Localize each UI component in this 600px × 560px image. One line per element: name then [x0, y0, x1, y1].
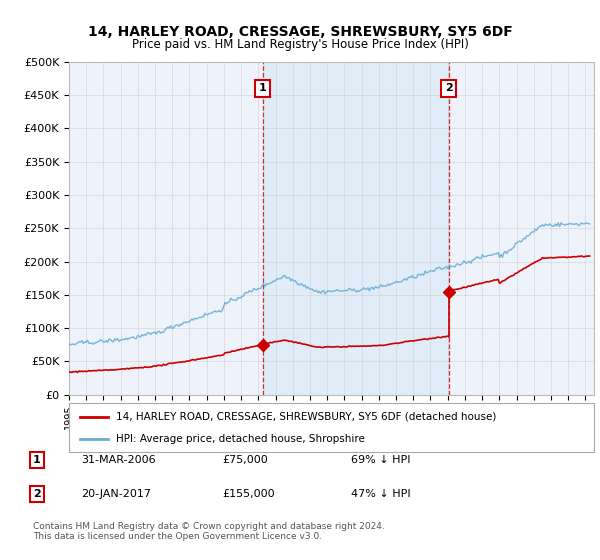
Text: 2: 2	[445, 83, 452, 94]
Text: 14, HARLEY ROAD, CRESSAGE, SHREWSBURY, SY5 6DF (detached house): 14, HARLEY ROAD, CRESSAGE, SHREWSBURY, S…	[116, 412, 497, 422]
Bar	[263, 62, 449, 395]
Text: 69% ↓ HPI: 69% ↓ HPI	[351, 455, 410, 465]
Text: £75,000: £75,000	[222, 455, 268, 465]
Text: 31-MAR-2006: 31-MAR-2006	[81, 455, 155, 465]
Text: Contains HM Land Registry data © Crown copyright and database right 2024.
This d: Contains HM Land Registry data © Crown c…	[33, 522, 385, 542]
Text: 14, HARLEY ROAD, CRESSAGE, SHREWSBURY, SY5 6DF: 14, HARLEY ROAD, CRESSAGE, SHREWSBURY, S…	[88, 25, 512, 39]
Text: 20-JAN-2017: 20-JAN-2017	[81, 489, 151, 499]
Text: £155,000: £155,000	[222, 489, 275, 499]
Text: 2: 2	[33, 489, 41, 499]
Text: Price paid vs. HM Land Registry's House Price Index (HPI): Price paid vs. HM Land Registry's House …	[131, 38, 469, 51]
Text: 1: 1	[33, 455, 41, 465]
Text: HPI: Average price, detached house, Shropshire: HPI: Average price, detached house, Shro…	[116, 434, 365, 444]
Text: 1: 1	[259, 83, 266, 94]
Text: 47% ↓ HPI: 47% ↓ HPI	[351, 489, 410, 499]
